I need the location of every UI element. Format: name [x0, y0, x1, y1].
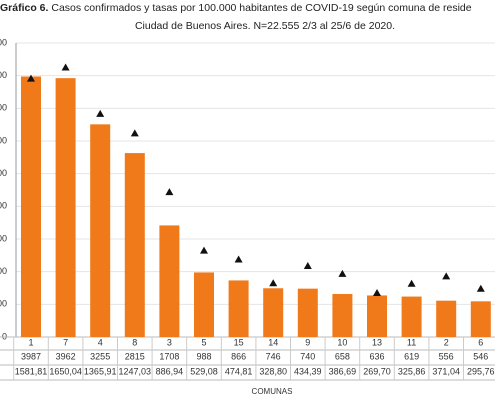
x-tick-label: 1	[28, 337, 33, 347]
rate-marker	[61, 63, 70, 71]
rate-marker	[442, 272, 451, 280]
bar	[228, 280, 249, 337]
y-tick-label: 1500	[0, 233, 7, 243]
table-cases: 1708	[159, 351, 179, 361]
bar	[470, 301, 491, 337]
table-cases: 866	[231, 351, 246, 361]
x-tick-label: 3	[167, 337, 172, 347]
y-tick-label: 2000	[0, 201, 7, 211]
rate-marker	[130, 129, 139, 137]
table-rate: 386,69	[329, 366, 357, 376]
table-cases: 556	[439, 351, 454, 361]
y-tick-label: 2500	[0, 168, 7, 178]
bar	[159, 225, 180, 337]
table-cases: 740	[300, 351, 315, 361]
chart-subtitle: Ciudad de Buenos Aires. N=22.555 2/3 al …	[135, 20, 395, 32]
y-tick-label: 1000	[0, 266, 7, 276]
table-cases: 3255	[90, 351, 110, 361]
rate-marker	[338, 269, 347, 277]
x-tick-label: 4	[98, 337, 103, 347]
table-rate: 1650,04	[49, 366, 82, 376]
y-tick-label: 500	[0, 299, 7, 309]
y-tick-label: 4500	[0, 37, 7, 47]
x-tick-label: 8	[132, 337, 137, 347]
y-tick-label: 3500	[0, 103, 7, 113]
bar	[263, 288, 284, 337]
title-prefix: Gráfico 6.	[0, 2, 49, 14]
bar	[332, 294, 353, 337]
chart-title: Gráfico 6. Casos confirmados y tasas por…	[0, 2, 472, 14]
table-cases: 619	[404, 351, 419, 361]
table-rate: 328,80	[259, 366, 287, 376]
table-cases: 546	[473, 351, 488, 361]
table-cases: 658	[335, 351, 350, 361]
table-rate: 886,94	[156, 366, 184, 376]
table-cases: 3962	[56, 351, 76, 361]
x-tick-label: 5	[201, 337, 206, 347]
table-rate: 295,76	[467, 366, 495, 376]
x-tick-label: 9	[305, 337, 310, 347]
rate-marker	[476, 284, 485, 292]
table-rate: 269,70	[363, 366, 391, 376]
x-tick-label: 10	[337, 337, 347, 347]
rate-marker	[165, 188, 174, 196]
table-rate: 325,86	[398, 366, 426, 376]
rate-marker	[303, 262, 312, 270]
x-tick-label: 11	[407, 337, 416, 347]
rate-marker	[96, 109, 105, 117]
table-rate: 434,39	[294, 366, 322, 376]
rate-marker	[269, 279, 278, 287]
table-cases: 3987	[21, 351, 41, 361]
y-tick-label: 3000	[0, 135, 7, 145]
table-rate: 474,81	[225, 366, 253, 376]
table-cases: 746	[266, 351, 281, 361]
bar	[124, 153, 145, 337]
bar	[297, 288, 318, 337]
x-tick-label: 6	[478, 337, 483, 347]
bar	[55, 78, 76, 338]
rate-marker	[27, 74, 35, 82]
table-rate: 371,04	[432, 366, 460, 376]
bar	[367, 295, 387, 337]
table-cases: 2815	[125, 351, 145, 361]
table-cases: 636	[369, 351, 384, 361]
title-text: Casos confirmados y tasas por 100.000 ha…	[51, 2, 471, 14]
bar	[436, 300, 457, 337]
bar	[90, 124, 111, 337]
bar	[21, 76, 41, 338]
y-tick-label: 4000	[0, 70, 7, 80]
x-tick-label: 14	[268, 337, 278, 347]
x-tick-label: 7	[63, 337, 68, 347]
rate-marker	[200, 246, 208, 254]
x-axis-label: COMUNAS	[252, 387, 293, 396]
rate-marker	[407, 279, 416, 287]
table-rate: 1365,91	[84, 366, 117, 376]
rate-marker	[234, 255, 243, 263]
table-cases: 988	[196, 351, 211, 361]
x-tick-label: 15	[234, 337, 244, 347]
y-tick-label: 0	[2, 331, 7, 341]
table-rate: 1247,03	[119, 366, 152, 376]
x-tick-label: 2	[444, 337, 449, 347]
bar	[401, 296, 422, 337]
table-rate: 1581,81	[15, 366, 48, 376]
x-tick-label: 13	[372, 337, 382, 347]
rate-marker	[373, 288, 381, 296]
table-rate: 529,08	[190, 366, 218, 376]
bar	[194, 272, 214, 337]
